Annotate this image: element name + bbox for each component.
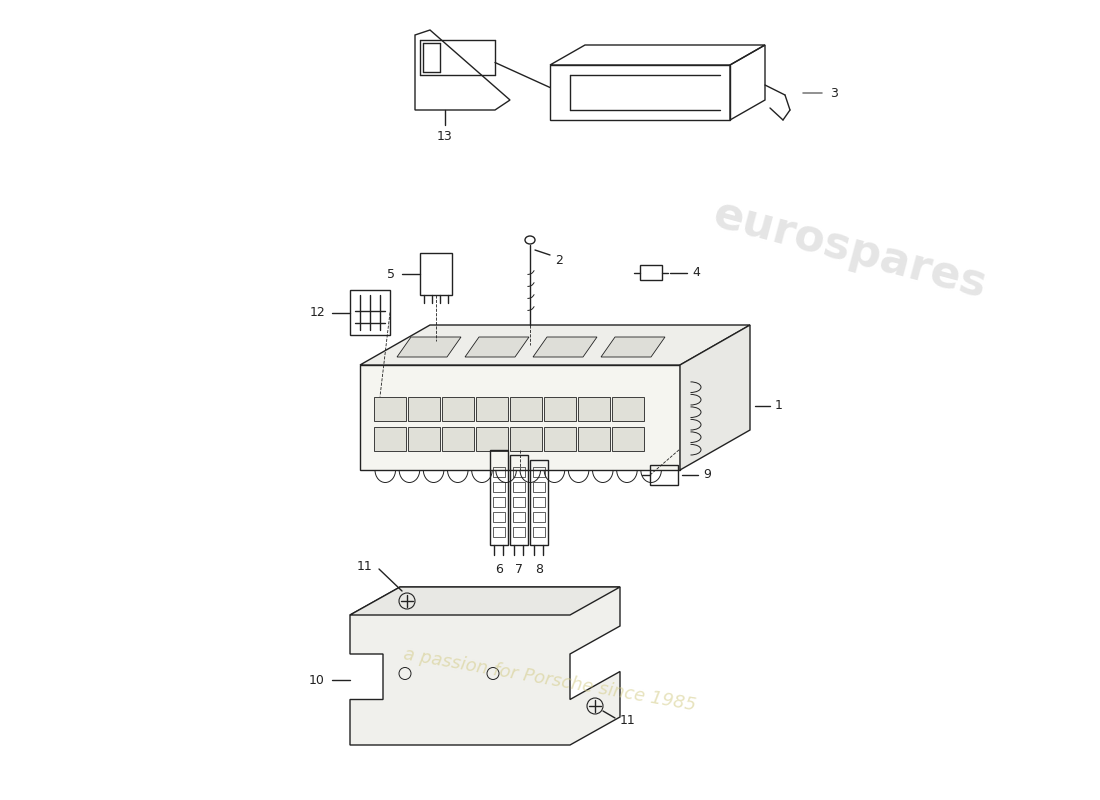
Text: 11: 11 <box>620 714 636 727</box>
FancyBboxPatch shape <box>612 427 643 451</box>
Text: 8: 8 <box>535 563 543 576</box>
Polygon shape <box>534 337 597 357</box>
Text: 3: 3 <box>830 86 838 99</box>
FancyBboxPatch shape <box>544 427 576 451</box>
FancyBboxPatch shape <box>374 397 406 421</box>
FancyBboxPatch shape <box>510 427 542 451</box>
FancyBboxPatch shape <box>408 427 440 451</box>
Text: 13: 13 <box>437 130 453 143</box>
Text: eurospares: eurospares <box>708 193 991 307</box>
Polygon shape <box>680 325 750 470</box>
Polygon shape <box>350 587 620 615</box>
FancyBboxPatch shape <box>578 397 610 421</box>
Text: 12: 12 <box>309 306 324 319</box>
Text: 2: 2 <box>556 254 563 266</box>
FancyBboxPatch shape <box>544 397 576 421</box>
Text: 7: 7 <box>515 563 522 576</box>
Polygon shape <box>360 325 750 365</box>
FancyBboxPatch shape <box>374 427 406 451</box>
Polygon shape <box>360 365 680 470</box>
Text: 11: 11 <box>356 559 372 573</box>
FancyBboxPatch shape <box>510 397 542 421</box>
FancyBboxPatch shape <box>578 427 610 451</box>
Text: 9: 9 <box>703 469 711 482</box>
Text: a passion for Porsche since 1985: a passion for Porsche since 1985 <box>403 646 697 714</box>
Text: 4: 4 <box>692 266 700 279</box>
Polygon shape <box>350 587 620 745</box>
FancyBboxPatch shape <box>408 397 440 421</box>
Polygon shape <box>397 337 461 357</box>
Polygon shape <box>601 337 666 357</box>
FancyBboxPatch shape <box>476 397 508 421</box>
FancyBboxPatch shape <box>476 427 508 451</box>
Text: 5: 5 <box>387 267 395 281</box>
FancyBboxPatch shape <box>442 397 474 421</box>
Polygon shape <box>465 337 529 357</box>
FancyBboxPatch shape <box>442 427 474 451</box>
Text: 1: 1 <box>776 399 783 412</box>
Text: 10: 10 <box>309 674 324 686</box>
FancyBboxPatch shape <box>612 397 643 421</box>
Text: 6: 6 <box>495 563 503 576</box>
